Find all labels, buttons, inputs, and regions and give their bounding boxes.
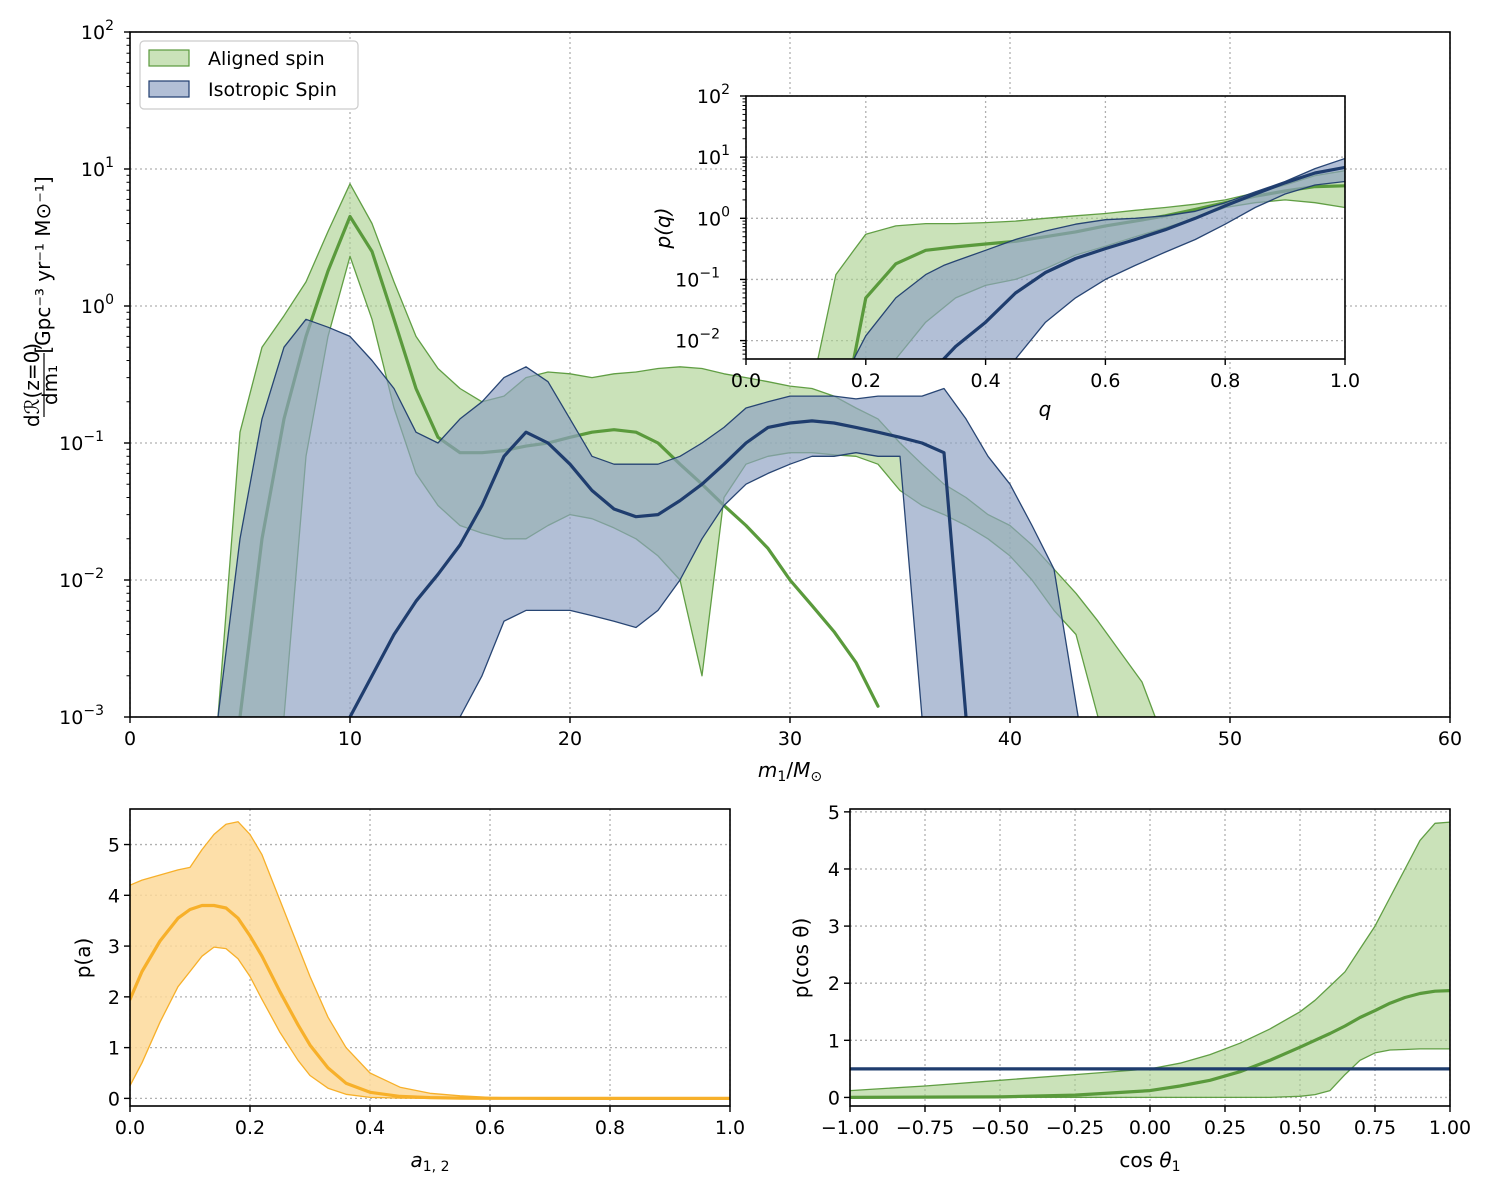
y-tick-label: 10−2 <box>675 327 720 353</box>
spin-tilt-ticks: −1.00 −0.75 −0.50 −0.25 0.00 0.25 0.50 0.75 1.00… <box>821 802 1471 1139</box>
x-tick-label: 30 <box>778 728 802 750</box>
mass-data <box>217 183 1156 717</box>
x-tick-label: 1.00 <box>1429 1117 1471 1139</box>
x-tick-label: 0.50 <box>1279 1117 1321 1139</box>
x-tick-label: 0.4 <box>970 370 1000 392</box>
spin-magnitude-ticks: 0.0 0.2 0.4 0.6 0.8 1.0 0 1 2 3 4 5 <box>108 835 745 1139</box>
y-tick-label: 10−2 <box>59 566 104 592</box>
mass-x-label: m1/M⊙ <box>758 758 822 785</box>
spin-tilt-y-label: p(cos θ) <box>789 918 813 999</box>
y-tick-label: 2 <box>108 987 120 1009</box>
mass-distribution-panel: 0 10 20 30 40 50 60 10−3 10−2 10−1 100 101 102 m1/M⊙… <box>20 18 1462 785</box>
mass-y-label-numerator: dℛ(z=0) <box>20 343 44 427</box>
y-tick-label: 0 <box>108 1088 120 1110</box>
x-tick-label: 0.6 <box>475 1117 505 1139</box>
isotropic-spin-median-line <box>348 419 968 717</box>
mass-ticks: 0 10 20 30 40 50 60 10−3 10−2 10−1 100 101 102 <box>59 18 1462 750</box>
y-tick-label: 102 <box>81 18 114 44</box>
legend-label-aligned: Aligned spin <box>208 48 325 70</box>
y-tick-label: 5 <box>828 802 840 824</box>
x-tick-label: 0.8 <box>1210 370 1240 392</box>
x-tick-label: 0.00 <box>1129 1117 1171 1139</box>
y-tick-label: 102 <box>697 82 730 108</box>
x-tick-label: 0.2 <box>235 1117 265 1139</box>
spin_magnitude-series-group <box>130 821 730 1100</box>
y-tick-label: 1 <box>828 1030 840 1052</box>
x-tick-label: 1.0 <box>1330 370 1360 392</box>
inset-data <box>817 157 1345 359</box>
y-tick-label: 3 <box>828 916 840 938</box>
x-tick-label: 0.4 <box>355 1117 385 1139</box>
spin-tilt-data <box>850 821 1450 1099</box>
aligned-spin-credible-band <box>850 821 1450 1099</box>
spin-magnitude-panel: 0.0 0.2 0.4 0.6 0.8 1.0 0 1 2 3 4 5 a1, 2 p(a) <box>71 808 745 1175</box>
mass-ratio-inset: 0.0 0.2 0.4 0.6 0.8 1.0 10−2 10−1 100 101 102 q p(… <box>651 82 1360 421</box>
q_inset-series-group <box>817 157 1345 359</box>
spin-magnitude-data <box>130 821 730 1100</box>
aligned-spin-median-line <box>850 989 1450 1099</box>
y-tick-label: 1 <box>108 1038 120 1060</box>
inset-x-label: q <box>1039 397 1052 421</box>
spin-magnitude-axes-frame <box>129 808 731 1107</box>
spin-magnitude-x-label: a1, 2 <box>411 1148 450 1175</box>
spin-magnitude-y-label: p(a) <box>71 938 95 979</box>
spin-tilt-x-label: cos θ1 <box>1119 1148 1180 1175</box>
y-tick-label: 101 <box>697 143 730 169</box>
legend-swatch-aligned <box>148 49 190 67</box>
y-tick-label: 2 <box>828 973 840 995</box>
inset-y-label: p(q) <box>651 208 675 250</box>
x-tick-label: 0.6 <box>1090 370 1120 392</box>
spin-magnitude-median-line <box>130 903 730 1100</box>
inset-ticks: 0.0 0.2 0.4 0.6 0.8 1.0 10−2 10−1 100 101 102 <box>675 82 1360 392</box>
legend-box <box>139 40 359 110</box>
x-tick-label: 40 <box>998 728 1022 750</box>
x-tick-label: 10 <box>338 728 362 750</box>
mass-y-label-units: [Gpc⁻³ yr⁻¹ M⊙⁻¹] <box>31 176 55 353</box>
y-tick-label: 10−3 <box>59 703 104 729</box>
isotropic-spin-credible-band <box>217 318 1079 717</box>
x-tick-label: 20 <box>558 728 582 750</box>
x-tick-label: 0.0 <box>731 370 761 392</box>
spin_tilt-series-group <box>850 821 1450 1099</box>
x-tick-label: 60 <box>1438 728 1462 750</box>
x-tick-label: −1.00 <box>821 1117 879 1139</box>
x-tick-label: 0.8 <box>595 1117 625 1139</box>
y-tick-label: 4 <box>828 859 840 881</box>
x-tick-label: 50 <box>1218 728 1242 750</box>
y-tick-label: 0 <box>828 1087 840 1109</box>
y-tick-label: 3 <box>108 936 120 958</box>
x-tick-label: 1.0 <box>715 1117 745 1139</box>
x-tick-label: 0.75 <box>1354 1117 1396 1139</box>
legend-label-isotropic: Isotropic Spin <box>208 79 337 101</box>
legend-swatch-isotropic <box>148 80 190 98</box>
x-tick-label: −0.75 <box>896 1117 954 1139</box>
x-tick-label: 0.25 <box>1204 1117 1246 1139</box>
mass-y-label: dℛ(z=0) dm₁ [Gpc⁻³ yr⁻¹ M⊙⁻¹] <box>20 176 62 427</box>
x-tick-label: 0.2 <box>851 370 881 392</box>
y-tick-label: 10−1 <box>675 265 720 291</box>
y-tick-label: 10−1 <box>59 429 104 455</box>
legend: Aligned spin Isotropic Spin <box>139 40 359 110</box>
mass-y-label-denominator: dm₁ <box>38 365 62 405</box>
x-tick-label: 0 <box>124 728 136 750</box>
y-tick-label: 100 <box>81 292 114 318</box>
y-tick-label: 4 <box>108 885 120 907</box>
y-tick-label: 5 <box>108 835 120 857</box>
x-tick-label: −0.50 <box>971 1117 1029 1139</box>
spin-magnitude-credible-band <box>130 821 730 1100</box>
y-tick-label: 100 <box>697 204 730 230</box>
spin-tilt-panel: −1.00 −0.75 −0.50 −0.25 0.00 0.25 0.50 0.75 1.00… <box>789 802 1471 1175</box>
x-tick-label: −0.25 <box>1046 1117 1104 1139</box>
x-tick-label: 0.0 <box>115 1117 145 1139</box>
isotropic-spin-median-line <box>942 165 1345 359</box>
y-tick-label: 101 <box>81 155 114 181</box>
mass-series-group <box>217 183 1156 717</box>
